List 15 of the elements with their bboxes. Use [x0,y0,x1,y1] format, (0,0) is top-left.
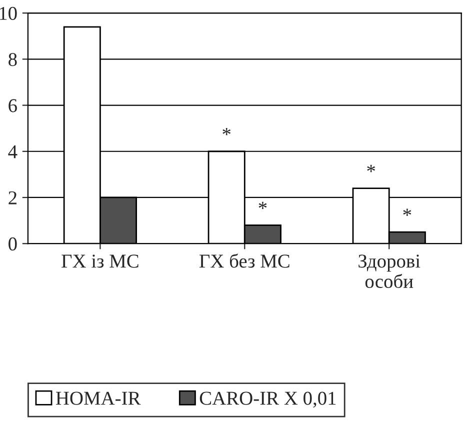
x-tick-label: Здорові особи [358,254,420,288]
annotation: * [222,128,231,136]
annotation: * [367,164,375,172]
legend-label: CARO-IR X 0,01 [200,392,336,408]
y-tick-label: 8 [8,52,17,66]
y-tick-label: 10 [0,6,17,20]
x-tick-label: ГХ без МС [199,254,290,268]
y-tick-label: 6 [8,99,17,112]
annotation: * [258,202,267,209]
y-tick-label: 4 [8,145,18,158]
y-tick-label: 2 [8,191,16,204]
x-tick-label: ГХ із МС [62,254,138,268]
y-tick-label: 0 [8,237,17,251]
annotation: * [403,208,412,216]
legend-label: HOMA-IR [56,392,141,405]
